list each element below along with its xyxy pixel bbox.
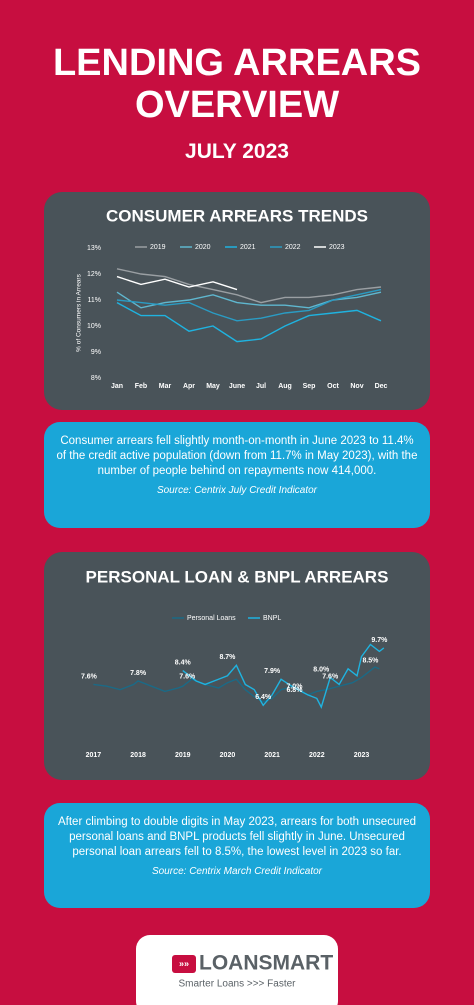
logo-box	[136, 935, 338, 1005]
x-tick-label: 2019	[175, 752, 191, 759]
annotation: 7.6%	[179, 673, 196, 680]
annotation: 8.0%	[313, 666, 330, 673]
x-tick-label: Nov	[350, 383, 363, 390]
x-tick-label: Sep	[303, 383, 316, 390]
series-line	[116, 268, 382, 304]
legend-label: 2021	[240, 244, 256, 251]
title-line: LENDING ARREARS	[52, 42, 422, 84]
y-tick-label: 12%	[87, 271, 101, 278]
note-text: Consumer arrears fell slightly month-on-…	[56, 435, 418, 477]
annotation: 8.5%	[362, 658, 379, 665]
x-tick-label: 2021	[264, 752, 280, 759]
x-tick-label: Feb	[135, 383, 147, 390]
note-text: After climbing to double digits in May 2…	[58, 816, 416, 858]
annotation: 7.9%	[264, 668, 281, 675]
x-tick-label: Jan	[111, 383, 123, 390]
x-tick-label: 2017	[86, 752, 102, 759]
y-tick-label: 10%	[87, 323, 101, 330]
series-line	[182, 643, 385, 709]
note-source: Source: Centrix March Credit Indicator	[151, 866, 323, 877]
logo-icon-arrows: »»	[179, 958, 189, 968]
x-tick-label: 2022	[309, 752, 325, 759]
x-tick-label: 2020	[220, 752, 236, 759]
legend-label: BNPL	[263, 615, 281, 622]
note: After climbing to double digits in May 2…	[44, 803, 430, 908]
y-tick-label: 11%	[88, 297, 102, 304]
logo-icon	[172, 955, 196, 973]
logo-tagline: Smarter Loans >>> Faster	[178, 979, 296, 990]
series-line	[116, 301, 382, 343]
logo-name: LOANSMART	[199, 952, 333, 975]
annotation: 6.4%	[255, 694, 272, 701]
legend-label: 2020	[195, 244, 211, 251]
chart-title: CONSUMER ARREARS TRENDS	[106, 206, 368, 225]
series-line	[116, 275, 238, 291]
chart-title: PERSONAL LOAN & BNPL ARREARS	[86, 567, 389, 586]
x-tick-label: Oct	[327, 383, 339, 390]
annotation: 7.6%	[322, 673, 339, 680]
legend-label: 2023	[329, 244, 345, 251]
x-tick-label: Dec	[375, 383, 388, 390]
annotation: 7.8%	[130, 670, 147, 677]
annotation: 7.0%	[286, 684, 303, 691]
x-tick-label: 2018	[130, 752, 146, 759]
y-tick-label: 8%	[91, 375, 101, 382]
y-tick-label: 13%	[87, 245, 101, 252]
x-tick-label: Jul	[256, 383, 266, 390]
series-line	[116, 288, 382, 322]
series-line	[93, 666, 380, 703]
legend-label: 2019	[150, 244, 166, 251]
date: JULY 2023	[185, 140, 289, 163]
x-tick-label: Mar	[159, 383, 172, 390]
legend-label: Personal Loans	[187, 615, 236, 622]
annotation: 6.8%	[286, 687, 303, 694]
title: LENDING ARREARS OVERVIEW	[0, 42, 474, 126]
title-line: OVERVIEW	[134, 84, 340, 126]
y-axis-label: % of Consumers in Arrears	[76, 273, 83, 351]
x-tick-label: 2023	[354, 752, 370, 759]
annotation: 7.6%	[81, 673, 98, 680]
note: Consumer arrears fell slightly month-on-…	[44, 422, 430, 528]
y-tick-label: 9%	[91, 349, 101, 356]
x-tick-label: May	[206, 383, 220, 390]
x-tick-label: June	[229, 383, 245, 390]
x-tick-label: Aug	[278, 383, 292, 390]
annotation: 8.7%	[219, 654, 236, 661]
annotation: 8.4%	[175, 659, 192, 666]
annotation: 9.7%	[371, 637, 388, 644]
x-tick-label: Apr	[183, 383, 195, 390]
note-source: Source: Centrix July Credit Indicator	[156, 485, 318, 496]
legend-label: 2022	[285, 244, 301, 251]
